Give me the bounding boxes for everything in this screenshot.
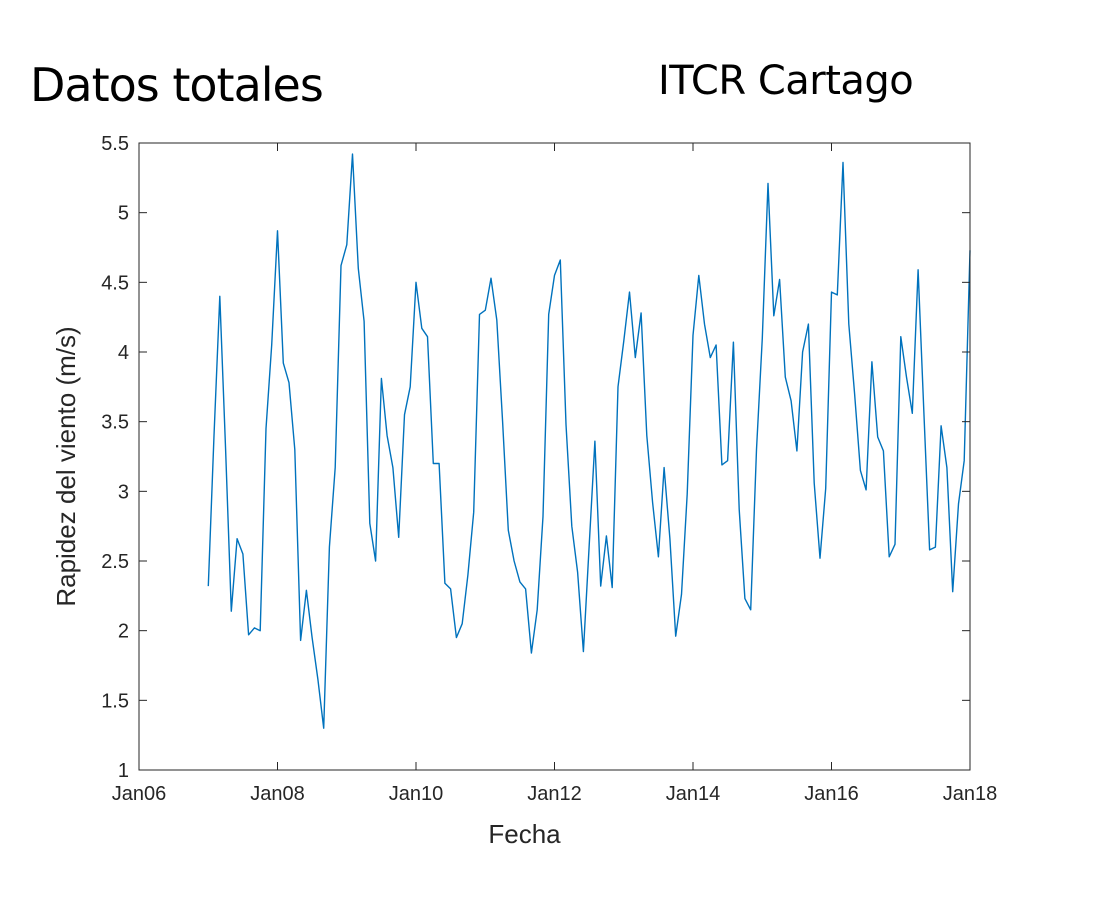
x-tick-label: Jan06 (112, 783, 167, 805)
y-tick-label: 2.5 (101, 551, 129, 573)
y-tick-label: 3 (118, 481, 129, 503)
x-tick-label: Jan10 (389, 783, 444, 805)
y-tick-label: 1 (118, 760, 129, 782)
header-right-title: ITCR Cartago (658, 58, 914, 104)
x-tick-label: Jan08 (250, 783, 305, 805)
x-tick-label: Jan12 (527, 783, 582, 805)
x-tick-label: Jan14 (666, 783, 721, 805)
y-tick-label: 3.5 (101, 412, 129, 434)
y-tick-label: 4.5 (101, 272, 129, 294)
plot-area (139, 143, 970, 770)
y-tick-label: 1.5 (101, 690, 129, 712)
y-tick-label: 5 (118, 203, 129, 225)
x-tick-label: Jan18 (943, 783, 998, 805)
header-left-title: Datos totales (30, 58, 324, 112)
y-tick-label: 5.5 (101, 133, 129, 155)
y-tick-label: 4 (118, 342, 129, 364)
y-tick-label: 2 (118, 621, 129, 643)
x-tick-label: Jan16 (804, 783, 859, 805)
x-axis-title: Fecha (488, 819, 561, 849)
y-axis-title: Rapidez del viento (m/s) (51, 326, 81, 606)
